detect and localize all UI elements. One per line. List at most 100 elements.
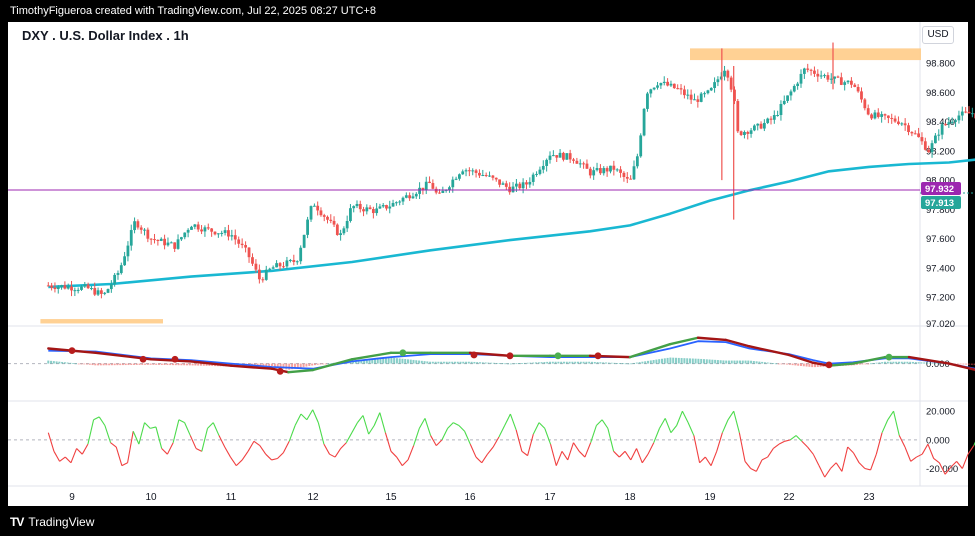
- candle-body: [910, 132, 914, 134]
- macd-histogram-bar: [50, 360, 53, 364]
- macd-histogram-bar: [163, 363, 166, 365]
- oscillator-segment: [807, 446, 814, 455]
- macd-histogram-bar: [102, 363, 105, 366]
- oscillator-segment: [150, 426, 157, 429]
- candle-body: [954, 120, 957, 122]
- macd-histogram-bar: [750, 360, 753, 364]
- macd-histogram-bar: [200, 363, 202, 366]
- oscillator-segment: [555, 451, 563, 466]
- macd-histogram-bar: [191, 363, 194, 366]
- macd-histogram-bar: [752, 361, 755, 364]
- candle-body: [106, 289, 110, 293]
- oscillator-segment: [110, 442, 117, 448]
- macd-histogram-bar: [291, 363, 294, 370]
- candle-body: [575, 160, 579, 164]
- macd-histogram-bar: [588, 361, 591, 364]
- oscillator-segment: [573, 442, 580, 452]
- osc-tick-label: 20.000: [926, 407, 955, 418]
- macd-histogram-bar: [376, 358, 379, 364]
- macd-histogram-bar: [86, 363, 89, 365]
- macd-histogram-bar: [259, 363, 262, 367]
- oscillator-segment: [772, 443, 780, 449]
- candle-body: [454, 178, 458, 180]
- candle-body: [870, 114, 873, 119]
- macd-histogram-bar: [884, 361, 886, 364]
- oscillator-segment: [384, 432, 392, 452]
- candle-body: [736, 101, 740, 132]
- candle-body: [309, 206, 313, 220]
- candle-body: [669, 83, 673, 86]
- macd-histogram-bar: [429, 361, 432, 364]
- currency-button[interactable]: USD: [922, 26, 954, 44]
- oscillator-segment: [373, 412, 381, 426]
- candle-body: [421, 187, 425, 190]
- candle-body: [568, 153, 572, 160]
- candle-body: [839, 77, 843, 85]
- candle-body: [883, 114, 887, 116]
- macd-histogram-bar: [299, 363, 302, 368]
- oscillator-segment: [881, 419, 889, 433]
- macd-histogram-bar: [526, 362, 529, 364]
- macd-histogram-bar: [549, 361, 551, 364]
- macd-histogram-bar: [91, 363, 94, 366]
- resistance-zone: [690, 48, 921, 61]
- macd-histogram-bar: [658, 359, 661, 364]
- oscillator-segment: [368, 425, 375, 435]
- macd-cross-dot: [594, 352, 602, 360]
- macd-histogram-bar: [727, 360, 730, 364]
- candle-body: [809, 69, 813, 71]
- candle-body: [893, 118, 897, 122]
- macd-histogram-bar: [783, 363, 786, 365]
- macd-histogram-bar: [616, 362, 619, 364]
- macd-histogram-bar: [619, 363, 621, 364]
- oscillator-segment: [144, 422, 151, 429]
- macd-histogram-bar: [599, 362, 602, 364]
- macd-histogram-bar: [116, 363, 119, 366]
- time-tick-label: 12: [307, 492, 319, 503]
- oscillator-segment: [870, 454, 877, 471]
- macd-tick-label: 0.000: [926, 359, 950, 370]
- macd-histogram-bar: [920, 362, 923, 364]
- oscillator-segment: [944, 466, 952, 475]
- candle-body: [649, 89, 653, 94]
- macd-histogram-bar: [465, 361, 468, 364]
- candle-body: [169, 242, 173, 244]
- oscillator-segment: [521, 450, 528, 457]
- macd-histogram-bar: [442, 361, 445, 364]
- macd-histogram-bar: [113, 363, 116, 366]
- candle-body: [200, 229, 203, 232]
- chart-panel[interactable]: [8, 22, 968, 506]
- candle-body: [813, 70, 816, 74]
- macd-histogram-bar: [591, 361, 593, 364]
- time-tick-label: 18: [624, 492, 636, 503]
- macd-histogram-bar: [302, 363, 305, 368]
- tradingview-footer[interactable]: TV TradingView: [10, 515, 94, 529]
- oscillator-segment: [613, 450, 620, 458]
- oscillator-segment: [676, 410, 683, 426]
- price-badge-label: 97.932: [925, 184, 954, 195]
- macd-histogram-bar: [183, 363, 186, 366]
- macd-histogram-bar: [481, 362, 484, 364]
- oscillator-segment: [607, 428, 615, 452]
- macd-histogram-bar: [133, 363, 136, 365]
- macd-histogram-bar: [208, 363, 211, 366]
- macd-histogram-bar: [412, 359, 415, 364]
- macd-histogram-bar: [174, 363, 177, 366]
- candle-body: [518, 183, 522, 189]
- candle-body: [860, 91, 863, 100]
- price-badge-label: 97.913: [925, 198, 954, 209]
- oscillator-segment: [201, 428, 209, 452]
- candle-body: [73, 290, 77, 292]
- macd-histogram-bar: [565, 361, 568, 364]
- candle-body: [313, 205, 316, 207]
- macd-histogram-bar: [895, 361, 898, 364]
- macd-histogram-bar: [861, 363, 864, 365]
- candle-body: [833, 76, 836, 79]
- candle-body: [275, 263, 278, 268]
- candle-body: [880, 114, 884, 117]
- macd-histogram-bar: [374, 358, 377, 364]
- oscillator-segment: [584, 442, 592, 458]
- oscillator-segment: [247, 441, 255, 452]
- oscillator-segment: [658, 418, 666, 429]
